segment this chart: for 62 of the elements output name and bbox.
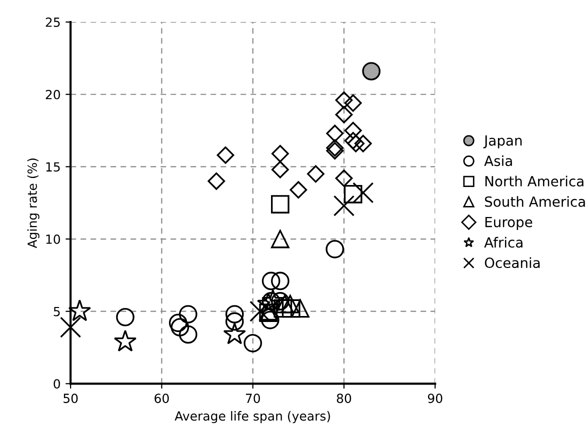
point — [168, 314, 188, 332]
legend-label: Japan — [483, 135, 522, 148]
point — [291, 299, 310, 318]
legend-label: Europe — [485, 216, 532, 230]
point — [178, 305, 198, 324]
point — [68, 299, 92, 322]
point — [344, 132, 362, 150]
point — [344, 185, 362, 204]
point — [271, 195, 290, 214]
point — [290, 181, 308, 199]
y-axis-title: Aging rate (%) — [27, 158, 40, 248]
legend-label: Oceania — [484, 257, 540, 268]
point — [352, 182, 374, 204]
y-tick-label: 0 — [54, 379, 60, 389]
point — [250, 300, 271, 322]
y-tick-label: 10 — [46, 234, 60, 244]
point — [344, 122, 362, 140]
x-axis-title: Average life span (years) — [174, 411, 330, 424]
point — [354, 134, 372, 152]
legend-label: Africa — [484, 236, 522, 248]
legend-label: South America — [484, 196, 585, 207]
point — [208, 172, 226, 190]
point — [225, 305, 244, 324]
point — [335, 91, 353, 109]
point — [262, 272, 280, 290]
point — [170, 318, 190, 336]
y-tick-label: 5 — [54, 306, 60, 316]
point — [282, 299, 300, 318]
point — [307, 165, 324, 183]
point — [271, 230, 290, 248]
point — [223, 322, 246, 344]
point — [178, 325, 198, 344]
point — [362, 62, 380, 80]
y-tick-label: 20 — [46, 90, 60, 100]
point — [335, 170, 353, 187]
point — [326, 139, 344, 157]
point — [60, 316, 82, 338]
x-tick-label: 50 — [64, 394, 78, 404]
y-tick-label: 15 — [46, 162, 60, 172]
point — [344, 94, 362, 112]
y-tick-label: 25 — [46, 18, 60, 27]
point — [271, 160, 289, 178]
point — [326, 124, 344, 142]
point — [260, 310, 280, 330]
point — [347, 134, 365, 152]
point — [271, 272, 290, 290]
x-tick-label: 70 — [246, 394, 260, 404]
point — [271, 144, 289, 162]
legend-label: Asia — [484, 155, 512, 166]
point — [244, 334, 262, 352]
point — [335, 106, 353, 124]
point — [114, 330, 137, 352]
point — [333, 195, 355, 216]
x-tick-label: 80 — [336, 394, 352, 404]
x-tick-label: 60 — [154, 394, 169, 404]
x-tick-label: 90 — [428, 394, 442, 404]
point — [326, 142, 344, 160]
point — [225, 312, 244, 331]
point — [216, 146, 234, 164]
legend-label: North America — [485, 176, 584, 187]
point — [326, 240, 344, 258]
point — [116, 308, 134, 326]
